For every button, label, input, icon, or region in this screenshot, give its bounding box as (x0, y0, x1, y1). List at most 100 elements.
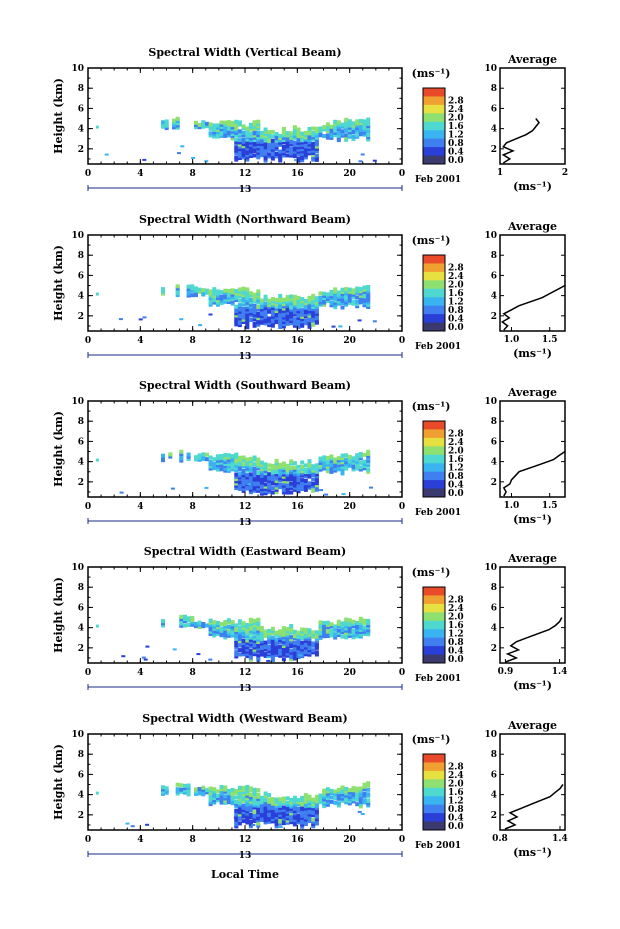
heatmap-cell (285, 631, 290, 636)
heatmap-cell (289, 151, 294, 156)
heatmap-cell (347, 128, 352, 133)
heatmap-cell (274, 808, 279, 813)
heatmap-cell (234, 315, 239, 320)
heatmap-cell (197, 125, 202, 130)
heatmap-cell (292, 815, 297, 820)
heatmap-cell (245, 622, 250, 627)
heatmap-cell (325, 634, 330, 638)
heatmap-cell (303, 137, 308, 142)
heatmap-cell (311, 296, 316, 301)
heatmap-cell (248, 635, 253, 640)
heatmap-cell (314, 309, 319, 314)
heatmap-cell (274, 632, 279, 637)
heatmap-cell (307, 295, 312, 300)
heatmap-cell (248, 145, 253, 150)
heatmap-cell (296, 489, 301, 494)
x-tick-label: 4 (137, 668, 143, 678)
heatmap-cell (267, 316, 272, 321)
heatmap-cell (300, 147, 305, 152)
heatmap-cell (344, 633, 349, 638)
heatmap-cell (300, 308, 305, 313)
heatmap-cell (230, 463, 235, 467)
heatmap-cell (292, 483, 297, 488)
heatmap-cell (300, 807, 305, 811)
heatmap-cell (329, 135, 334, 140)
heatmap-cell (357, 810, 362, 813)
heatmap-cell (303, 641, 308, 646)
heatmap-cell (351, 130, 356, 135)
heatmap-cell (208, 788, 213, 793)
heatmap-cell (285, 317, 290, 322)
heatmap-cell (237, 156, 242, 160)
heatmap-cell (248, 637, 253, 642)
heatmap-cell (278, 296, 283, 301)
heatmap-cell (296, 818, 301, 823)
heatmap-cell (256, 475, 261, 480)
heatmap-cell (289, 486, 294, 491)
heatmap-cell (190, 293, 195, 298)
heatmap-cell (237, 294, 242, 299)
heatmap-cell (248, 628, 253, 633)
heatmap-cell (237, 320, 242, 325)
heatmap-cell (252, 787, 257, 792)
heatmap-cell (256, 644, 261, 649)
heatmap-cell (248, 648, 253, 653)
heatmap-cell (219, 131, 224, 136)
heatmap-cell (314, 808, 319, 813)
heatmap-cell (300, 480, 305, 485)
heatmap-cell (314, 639, 319, 644)
heatmap-cell (256, 126, 261, 131)
heatmap-cell (278, 653, 283, 658)
heatmap-cell (252, 475, 257, 480)
heatmap-cell (194, 457, 198, 462)
heatmap-cell (259, 491, 264, 496)
heatmap-cell (278, 638, 283, 643)
heatmap-cell (285, 807, 290, 812)
heatmap-cell (223, 800, 228, 805)
heatmap-cell (263, 143, 268, 147)
heatmap-cell (205, 288, 209, 293)
heatmap-cell (307, 812, 312, 817)
heatmap-cell (234, 822, 239, 827)
heatmap-cell (256, 318, 261, 323)
heatmap-cell (336, 462, 341, 467)
heatmap-cell (179, 614, 184, 619)
colorbar-segment (423, 620, 445, 630)
heatmap-cell (292, 134, 297, 139)
heatmap-cell (366, 137, 371, 142)
heatmap-cell (270, 814, 275, 819)
heatmap-cell (267, 307, 272, 312)
heatmap-cell (300, 802, 305, 807)
heatmap-cell (256, 289, 261, 294)
heatmap-cell (241, 133, 246, 138)
heatmap-cell (241, 306, 246, 311)
heatmap-cell (237, 149, 242, 154)
heatmap-cell (318, 463, 323, 468)
heatmap-cell (285, 146, 290, 151)
heatmap-cell (208, 620, 213, 625)
heatmap-cell (307, 311, 312, 316)
heatmap-cell (270, 470, 275, 475)
heatmap-cell (186, 457, 191, 461)
heatmap-cell (241, 647, 246, 652)
heatmap-cell (263, 156, 268, 161)
colorbar-tick-label: 0.8 (448, 139, 464, 149)
heatmap-cell (208, 302, 213, 307)
heatmap-cell (252, 317, 257, 322)
heatmap-cell (344, 126, 349, 131)
heatmap-cell (292, 140, 297, 145)
heatmap-cell (362, 128, 367, 133)
heatmap-cell (237, 142, 242, 147)
heatmap-cell (362, 625, 367, 630)
heatmap-cell (336, 633, 341, 637)
heatmap-cell (248, 138, 253, 143)
heatmap-cell (208, 122, 213, 127)
day-label: 13 (239, 851, 252, 861)
heatmap-cell (366, 467, 371, 472)
colorbar-tick-label: 0.8 (448, 472, 464, 482)
heatmap-cell (314, 126, 319, 131)
heatmap-cell (292, 474, 297, 479)
colorbar-segment (423, 437, 445, 447)
heatmap-cell (259, 139, 264, 144)
heatmap-cell (223, 457, 228, 462)
